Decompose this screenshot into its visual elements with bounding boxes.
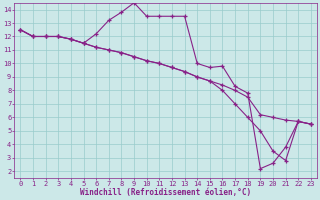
- X-axis label: Windchill (Refroidissement éolien,°C): Windchill (Refroidissement éolien,°C): [80, 188, 251, 197]
